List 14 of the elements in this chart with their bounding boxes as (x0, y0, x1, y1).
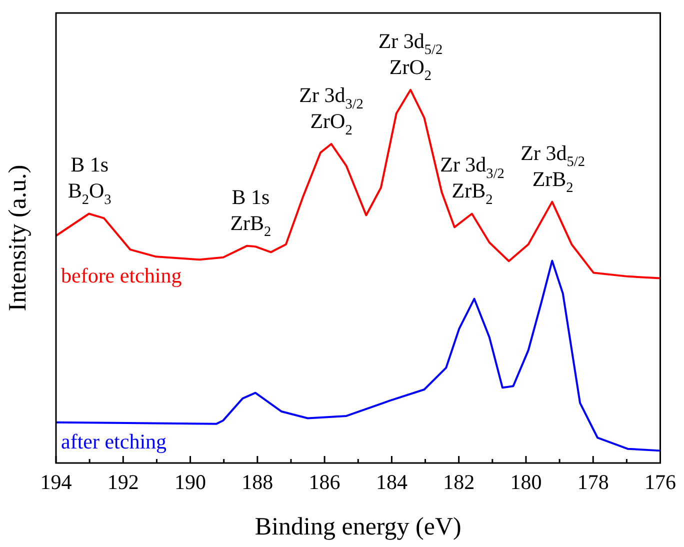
x-tick-label: 182 (443, 470, 475, 494)
y-axis-title: Intensity (a.u.) (4, 164, 32, 312)
x-axis-title: Binding energy (eV) (254, 514, 462, 541)
series-label: before etching (61, 264, 182, 288)
x-tick-label: 190 (174, 470, 206, 494)
x-tick-label: 194 (40, 470, 72, 494)
series-label: after etching (61, 429, 168, 454)
x-tick-label: 180 (510, 470, 542, 494)
x-tick-label: 186 (308, 470, 340, 494)
x-tick-label: 178 (577, 470, 609, 494)
x-tick-label: 184 (376, 470, 408, 494)
x-tick-label: 192 (107, 470, 139, 494)
x-tick-label: 176 (644, 470, 676, 494)
x-tick-label: 188 (242, 470, 274, 494)
